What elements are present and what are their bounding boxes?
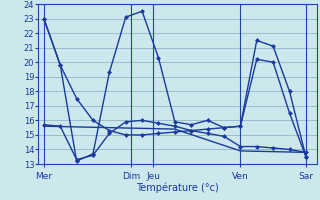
X-axis label: Température (°c): Température (°c): [136, 182, 219, 193]
